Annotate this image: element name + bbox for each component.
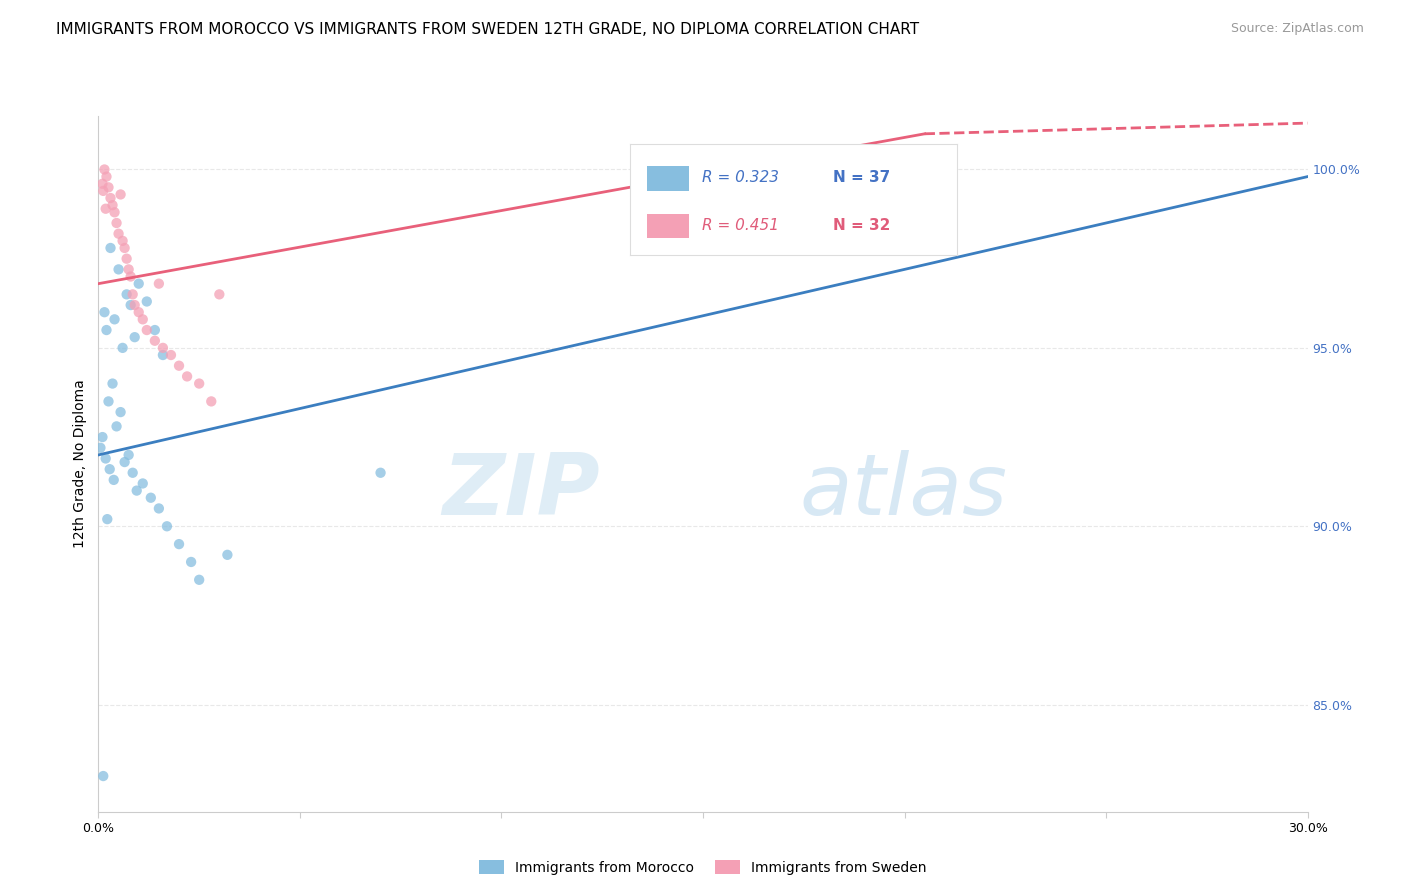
Point <box>143 334 166 348</box>
Legend: Immigrants from Morocco, Immigrants from Sweden: Immigrants from Morocco, Immigrants from… <box>474 855 932 880</box>
Point <box>103 473 125 487</box>
Point <box>118 448 141 462</box>
Bar <box>647 166 689 191</box>
Point <box>103 205 125 219</box>
Point <box>124 298 146 312</box>
Point <box>94 202 117 216</box>
Point <box>91 769 114 783</box>
Point <box>120 298 142 312</box>
Text: atlas: atlas <box>800 450 1008 533</box>
Point <box>111 234 134 248</box>
Text: N = 32: N = 32 <box>832 218 890 233</box>
Y-axis label: 12th Grade, No Diploma: 12th Grade, No Diploma <box>73 379 87 549</box>
Point <box>128 305 150 319</box>
Point <box>111 341 134 355</box>
Bar <box>647 214 689 238</box>
Point <box>132 476 155 491</box>
Point <box>91 430 114 444</box>
Point <box>176 369 198 384</box>
Point <box>93 305 115 319</box>
Point <box>94 451 117 466</box>
Point <box>200 394 222 409</box>
Point <box>139 491 162 505</box>
Point <box>103 312 125 326</box>
Point <box>132 312 155 326</box>
Point <box>96 323 118 337</box>
Point <box>100 241 122 255</box>
Point <box>101 198 124 212</box>
Point <box>167 359 190 373</box>
Point <box>121 287 143 301</box>
Point <box>135 294 157 309</box>
Point <box>110 405 132 419</box>
Point <box>96 512 118 526</box>
Point <box>167 537 190 551</box>
Point <box>115 287 138 301</box>
Point <box>105 419 128 434</box>
Point <box>128 277 150 291</box>
Point <box>188 376 211 391</box>
Point <box>156 519 179 533</box>
Point <box>101 376 124 391</box>
Point <box>124 330 146 344</box>
Text: ZIP: ZIP <box>443 450 600 533</box>
Point <box>893 152 915 166</box>
Text: R = 0.323: R = 0.323 <box>702 169 779 185</box>
Point <box>152 341 174 355</box>
Point <box>100 191 122 205</box>
Text: IMMIGRANTS FROM MOROCCO VS IMMIGRANTS FROM SWEDEN 12TH GRADE, NO DIPLOMA CORRELA: IMMIGRANTS FROM MOROCCO VS IMMIGRANTS FR… <box>56 22 920 37</box>
Point <box>135 323 157 337</box>
Point <box>208 287 231 301</box>
Point <box>115 252 138 266</box>
Point <box>180 555 202 569</box>
Point <box>97 180 120 194</box>
Point <box>188 573 211 587</box>
Point <box>97 394 120 409</box>
Point <box>160 348 183 362</box>
Point <box>143 323 166 337</box>
Point <box>125 483 148 498</box>
Point <box>105 216 128 230</box>
Point <box>96 169 118 184</box>
Point <box>148 277 170 291</box>
Text: R = 0.451: R = 0.451 <box>702 218 779 233</box>
Point <box>114 455 136 469</box>
Point <box>107 227 129 241</box>
Point <box>107 262 129 277</box>
Point <box>110 187 132 202</box>
Point <box>114 241 136 255</box>
Point <box>121 466 143 480</box>
Point <box>89 441 111 455</box>
Point <box>148 501 170 516</box>
Point <box>91 177 114 191</box>
Text: Source: ZipAtlas.com: Source: ZipAtlas.com <box>1230 22 1364 36</box>
Point <box>93 162 115 177</box>
Point <box>91 184 114 198</box>
Point <box>370 466 392 480</box>
Point <box>120 269 142 284</box>
Point <box>98 462 121 476</box>
Point <box>118 262 141 277</box>
Text: N = 37: N = 37 <box>832 169 890 185</box>
Point <box>217 548 239 562</box>
Point <box>152 348 174 362</box>
